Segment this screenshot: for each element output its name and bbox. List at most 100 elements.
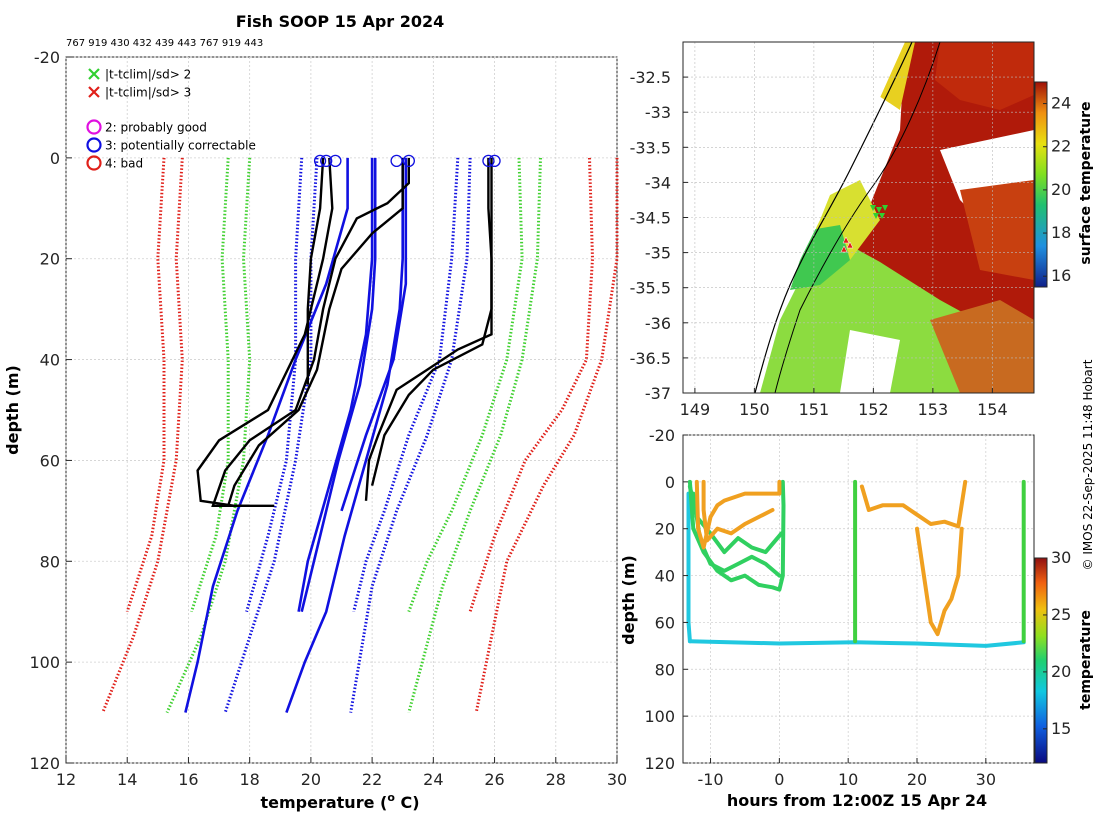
- map-colorbar-tick-label: 22: [1051, 137, 1071, 156]
- map-x-tick-label: 150: [739, 400, 770, 419]
- sst-south-warm: [930, 300, 1034, 393]
- dt-x-tick-label: 10: [838, 770, 858, 789]
- map-colorbar: [1034, 81, 1048, 288]
- dt-track-8: [915, 526, 964, 637]
- main-x-axis-label: temperature (o C): [260, 791, 419, 812]
- dt-colorbar-label: temperature: [1078, 610, 1094, 710]
- main-x-tick-label: 26: [484, 770, 504, 789]
- map-colorbar-tick-label: 18: [1051, 223, 1071, 242]
- dt-x-tick-label: -10: [697, 770, 723, 789]
- dt-colorbar-tick-label: 20: [1051, 662, 1071, 681]
- legend-label: |t-tclim|/sd> 2: [105, 68, 191, 82]
- map-grid: [683, 42, 1034, 394]
- qc-flag-circle: [390, 154, 403, 168]
- series-line-obs-black-5: [364, 157, 493, 501]
- chart-title: Fish SOOP 15 Apr 2024: [236, 12, 445, 31]
- legend-label: 2: probably good: [105, 121, 207, 135]
- dt-y-tick-label: 20: [655, 520, 675, 539]
- dt-track-5: [694, 479, 782, 550]
- map-panel: 149 150 151 152 153 154 -32.5 -33 -33.5 -34 -34.5 -…: [630, 41, 1094, 419]
- main-x-tick-label: 30: [607, 770, 627, 789]
- main-y-tick-label: 100: [29, 653, 60, 672]
- dt-track-0: [687, 639, 1026, 648]
- legend-label: 3: potentially correctable: [105, 139, 256, 153]
- depth-time-panel: -10 0 10 20 30 -20 0 20 40 60 80 100 120 15 20 25 30 te…: [619, 426, 1094, 810]
- chart-subtitle-ids: 767 919 430 432 439 443 767 919 443: [66, 38, 263, 49]
- main-y-tick-label: 60: [40, 451, 60, 470]
- main-plot-area: [65, 56, 618, 764]
- main-x-tick-label: 12: [56, 770, 76, 789]
- main-x-tick-label: 24: [423, 770, 443, 789]
- main-x-tick-label: 22: [362, 770, 382, 789]
- land-area: [683, 42, 905, 393]
- qc-flag-circle: [313, 154, 327, 168]
- map-y-tick-label: -32.5: [630, 68, 671, 87]
- map-x-tick-label: 152: [858, 400, 889, 419]
- sst-green-shelf: [790, 225, 850, 290]
- map-x-tick-label: 154: [977, 400, 1008, 419]
- dt-x-tick-label: 30: [976, 770, 996, 789]
- map-y-tick-label: -37: [645, 384, 671, 403]
- depth-contour: [774, 42, 941, 393]
- qc-flag-circle: [320, 154, 333, 168]
- qc-flag-circle: [488, 154, 501, 168]
- series-line-obs-blue-2: [297, 157, 374, 612]
- map-y-tick-label: -36: [645, 314, 671, 333]
- map-colorbar-label: surface temperature: [1078, 101, 1094, 264]
- map-x-tick-label: 149: [680, 400, 711, 419]
- main-x-tick-label: 20: [301, 770, 321, 789]
- dt-y-tick-label: 100: [644, 707, 675, 726]
- qc-flag-circle: [482, 154, 495, 168]
- series-line-clim-mean-lo-b: [223, 157, 319, 714]
- legend-x-marker: [88, 68, 100, 80]
- main-x-tick-label: 18: [239, 770, 259, 789]
- dt-x-axis-label: hours from 12:00Z 15 Apr 24: [727, 791, 987, 810]
- xlabel-part1: temperature (: [260, 793, 387, 812]
- series-line-obs-black-1: [306, 157, 325, 385]
- dt-ticks: -10 0 10 20 30 -20 0 20 40 60 80 100 120: [644, 426, 996, 789]
- series-line-clim-mean-lo: [245, 157, 304, 613]
- legend-circle-marker: [86, 137, 102, 153]
- coastline: [754, 42, 913, 393]
- map-y-tick-label: -33: [645, 103, 671, 122]
- xlabel-sup: o: [387, 791, 395, 804]
- dt-colorbar-tick-label: 25: [1051, 605, 1071, 624]
- main-profile-panel: 12 14 16 18 20 22 24 26 28 30 -20 0 20 40 60 80 100 120 |…: [29, 48, 627, 789]
- dt-colorbar-tick-label: 30: [1051, 548, 1071, 567]
- main-y-axis-label: depth (m): [3, 365, 22, 455]
- dt-y-tick-label: 40: [655, 567, 675, 586]
- map-colorbar-tick-label: 20: [1051, 180, 1071, 199]
- dt-y-tick-label: -20: [649, 426, 675, 445]
- dt-colorbar: [1034, 557, 1048, 764]
- legend-x-marker: [88, 86, 100, 98]
- series-line-clim-2sd: [407, 157, 524, 613]
- main-y-tick-label: 20: [40, 250, 60, 269]
- series-line-clim-2sd: [190, 157, 230, 613]
- series-line-obs-black-6: [370, 157, 493, 486]
- series-line-obs-blue-1: [184, 157, 349, 713]
- series-line-clim-3sd: [125, 157, 166, 613]
- map-bad-station-markers: [840, 236, 854, 253]
- main-ticks: 12 14 16 18 20 22 24 26 28 30 -20 0 20 40 60 80 100 120: [29, 48, 627, 789]
- main-legend: |t-tclim|/sd> 2 |t-tclim|/sd> 3 2: probabl…: [86, 68, 256, 171]
- main-y-tick-label: 80: [40, 552, 60, 571]
- map-ticks: 149 150 151 152 153 154 -32.5 -33 -33.5 -34 -34.5 -…: [630, 68, 1008, 419]
- series-line-clim-2sd-b: [407, 157, 542, 713]
- main-series-group: [101, 154, 619, 714]
- map-y-tick-label: -34: [645, 173, 671, 192]
- legend-circle-marker: [86, 155, 102, 171]
- main-y-tick-label: 120: [29, 754, 60, 773]
- main-x-tick-label: 16: [178, 770, 198, 789]
- sst-orange-patch: [960, 180, 1034, 280]
- map-y-tick-label: -36.5: [630, 349, 671, 368]
- dt-y-tick-label: 80: [655, 660, 675, 679]
- legend-label: |t-tclim|/sd> 3: [105, 86, 191, 100]
- dt-y-axis-label: depth (m): [619, 555, 638, 645]
- main-y-tick-label: 40: [40, 351, 60, 370]
- series-line-obs-black-3: [211, 157, 410, 507]
- map-y-tick-label: -34.5: [630, 209, 671, 228]
- dt-y-tick-label: 0: [665, 473, 675, 492]
- dt-y-tick-label: 120: [644, 754, 675, 773]
- main-x-tick-label: 14: [117, 770, 137, 789]
- series-line-obs-black-4: [227, 157, 404, 507]
